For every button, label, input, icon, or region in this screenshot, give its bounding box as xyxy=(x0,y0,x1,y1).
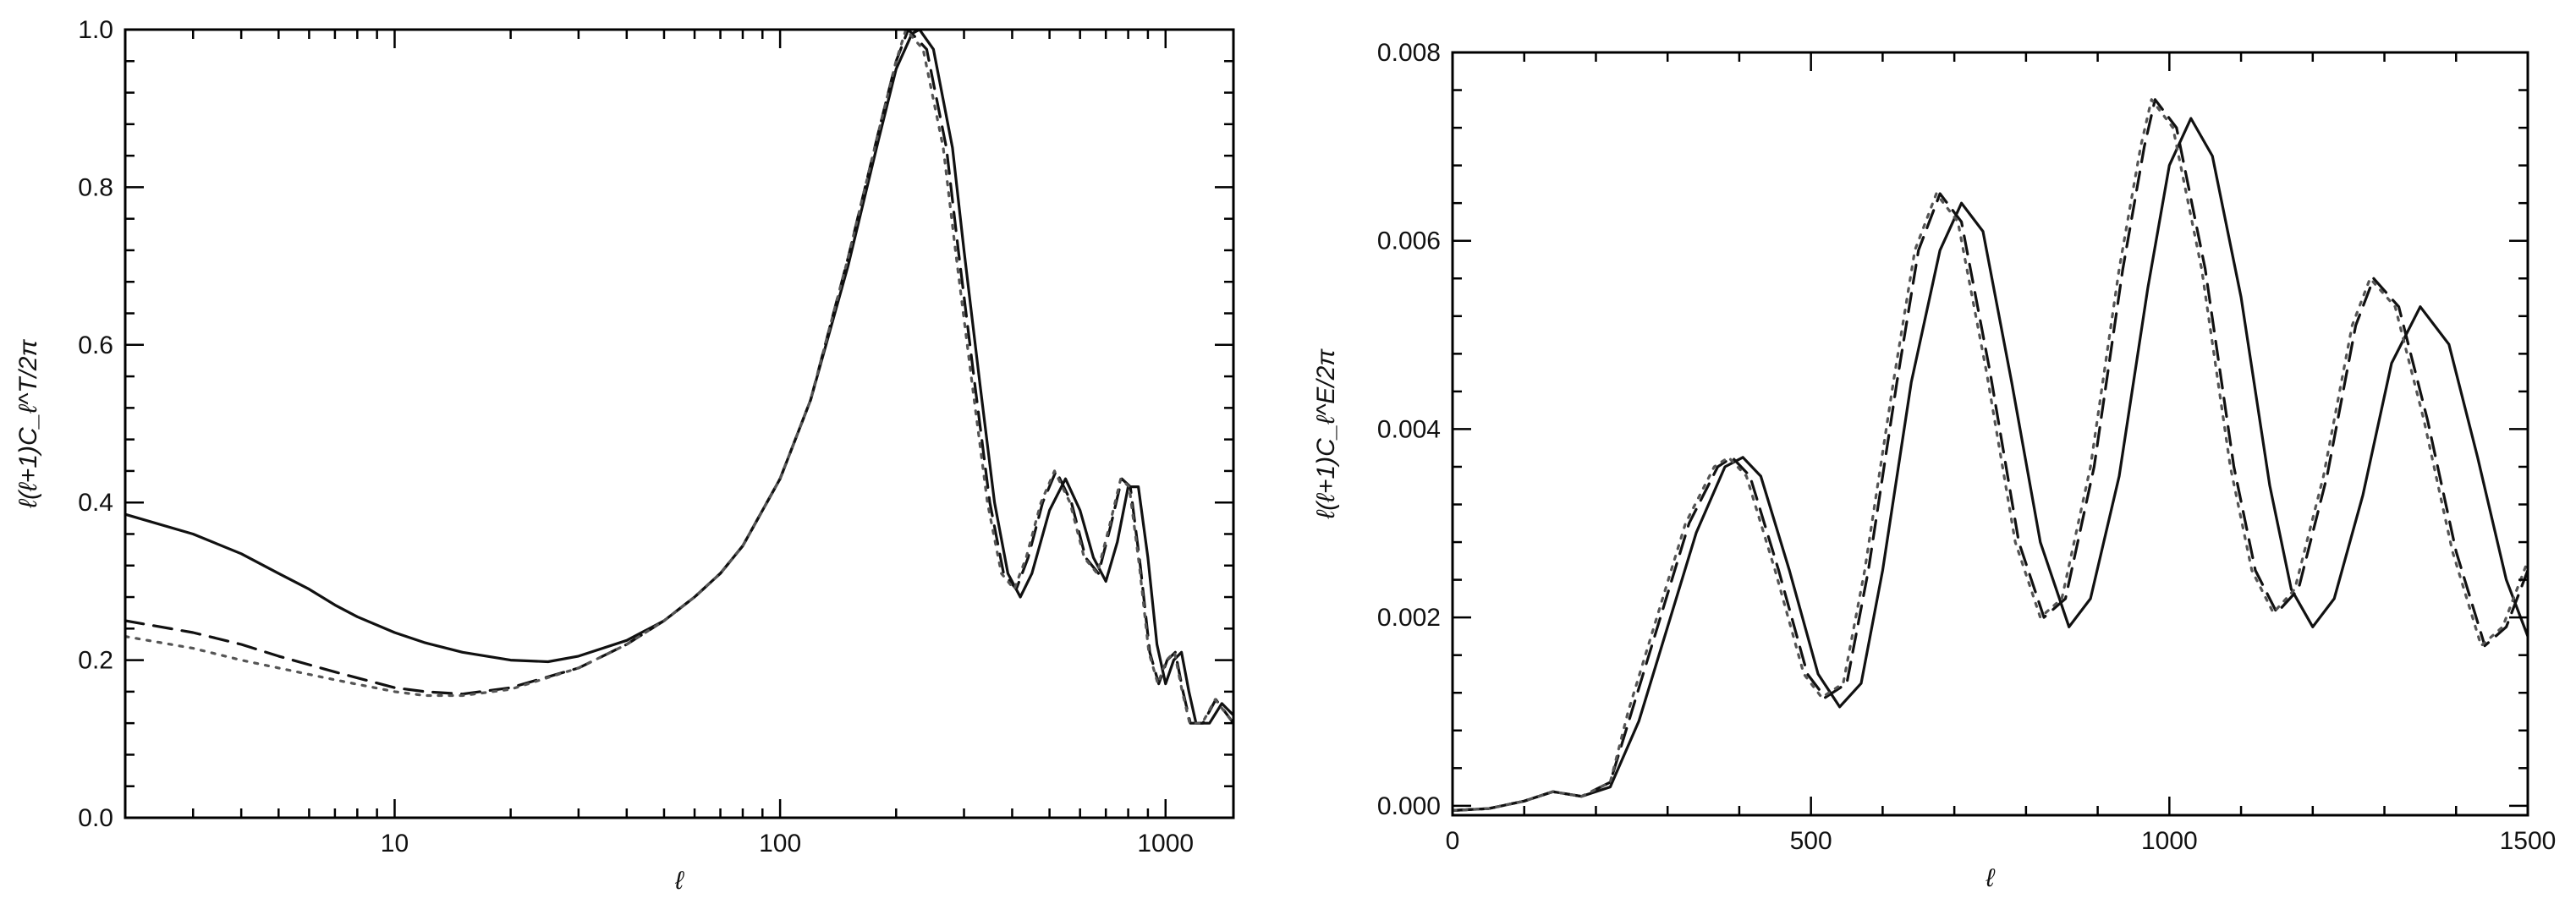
series-line-dashed xyxy=(1453,98,2528,812)
x-tick-label: 100 xyxy=(759,830,801,857)
y-tick-label: 0.008 xyxy=(1377,39,1441,67)
plot-frame xyxy=(124,28,1235,819)
y-axis-label: ℓ(ℓ+1)C_ℓ^E/2π xyxy=(1312,348,1340,520)
y-tick-label: 0.4 xyxy=(78,489,113,517)
plot-frame xyxy=(1451,51,2529,817)
polarization-spectrum-panel: 0 500 1000 1500 0.000 0.002 0.004 0.006 0.008 ℓ ℓ(… xyxy=(1312,39,2556,892)
y-tick-label: 0.8 xyxy=(78,173,113,201)
y-tick-label: 0.004 xyxy=(1377,415,1441,443)
y-tick-label: 1.0 xyxy=(78,16,113,44)
y-tick-label: 0.0 xyxy=(78,804,113,832)
series-line-solid xyxy=(1453,117,2528,812)
x-axis-label: ℓ xyxy=(1986,864,1996,892)
x-tick-label: 1000 xyxy=(2141,827,2198,855)
series-group xyxy=(1453,98,2528,812)
x-tick-label: 0 xyxy=(1446,827,1460,855)
series-line-dotted xyxy=(125,30,1233,725)
y-axis-label: ℓ(ℓ+1)C_ℓ^T/2π xyxy=(14,339,42,509)
x-tick-label: 1000 xyxy=(1137,830,1194,857)
y-tick-label: 0.006 xyxy=(1377,227,1441,255)
x-tick-label: 500 xyxy=(1790,827,1832,855)
temperature-spectrum-panel: 10 100 1000 0.0 0.2 0.4 0.6 0.8 1.0 ℓ ℓ(ℓ+1)C_ℓ^T/… xyxy=(14,16,1235,895)
series-line-dashed xyxy=(125,30,1233,725)
series-group xyxy=(125,30,1233,725)
y-tick-label: 0.2 xyxy=(78,647,113,675)
series-line-solid xyxy=(125,30,1233,725)
series-line-dotted xyxy=(1453,98,2528,812)
x-axis-label: ℓ xyxy=(674,867,684,895)
y-tick-label: 0.000 xyxy=(1377,792,1441,820)
x-tick-label: 1500 xyxy=(2500,827,2557,855)
y-tick-label: 0.6 xyxy=(78,331,113,359)
y-tick-label: 0.002 xyxy=(1377,604,1441,632)
x-tick-label: 10 xyxy=(381,830,409,857)
